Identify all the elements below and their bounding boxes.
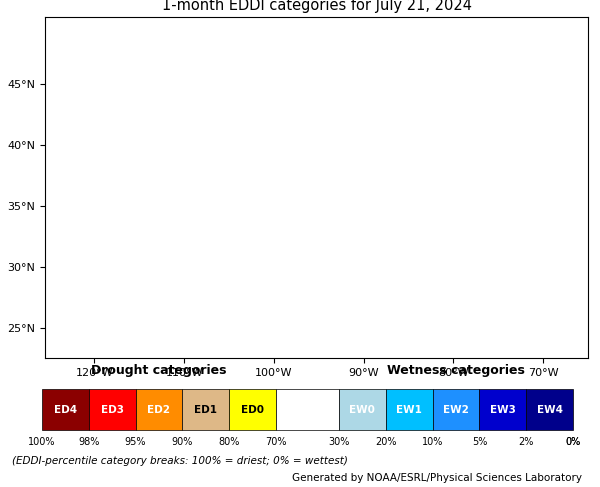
- Bar: [42, 389, 89, 430]
- Bar: [433, 389, 479, 430]
- Bar: [386, 389, 433, 430]
- Text: 98%: 98%: [78, 437, 100, 447]
- Text: 90%: 90%: [172, 437, 193, 447]
- Text: EW3: EW3: [490, 405, 516, 414]
- Text: ED3: ED3: [101, 405, 124, 414]
- Text: ED2: ED2: [148, 405, 170, 414]
- Text: 95%: 95%: [125, 437, 146, 447]
- Text: 30%: 30%: [328, 437, 350, 447]
- Bar: [89, 389, 136, 430]
- Text: EW4: EW4: [536, 405, 563, 414]
- Text: Wetness categories: Wetness categories: [387, 364, 525, 377]
- Bar: [479, 389, 526, 430]
- Bar: [229, 389, 276, 430]
- Text: ED0: ED0: [241, 405, 264, 414]
- Text: 100%: 100%: [28, 437, 56, 447]
- Text: 10%: 10%: [422, 437, 443, 447]
- Text: ED1: ED1: [194, 405, 217, 414]
- Bar: [276, 389, 339, 430]
- Text: 20%: 20%: [375, 437, 397, 447]
- Bar: [136, 389, 182, 430]
- Text: 0%: 0%: [565, 437, 581, 447]
- Text: EW1: EW1: [396, 405, 422, 414]
- Bar: [526, 389, 573, 430]
- Text: Drought categories: Drought categories: [91, 364, 227, 377]
- Text: 2%: 2%: [518, 437, 534, 447]
- Text: EW0: EW0: [349, 405, 376, 414]
- Bar: [182, 389, 229, 430]
- Bar: [339, 389, 386, 430]
- Text: Generated by NOAA/ESRL/Physical Sciences Laboratory: Generated by NOAA/ESRL/Physical Sciences…: [292, 473, 582, 483]
- Text: EW2: EW2: [443, 405, 469, 414]
- Text: 80%: 80%: [218, 437, 240, 447]
- Text: (EDDI-percentile category breaks: 100% = driest; 0% = wettest): (EDDI-percentile category breaks: 100% =…: [12, 456, 348, 466]
- Title: 1-month EDDI categories for July 21, 2024: 1-month EDDI categories for July 21, 202…: [161, 0, 472, 13]
- Text: 70%: 70%: [265, 437, 287, 447]
- Text: ED4: ED4: [54, 405, 77, 414]
- Text: 5%: 5%: [472, 437, 487, 447]
- Text: 0%: 0%: [565, 437, 581, 447]
